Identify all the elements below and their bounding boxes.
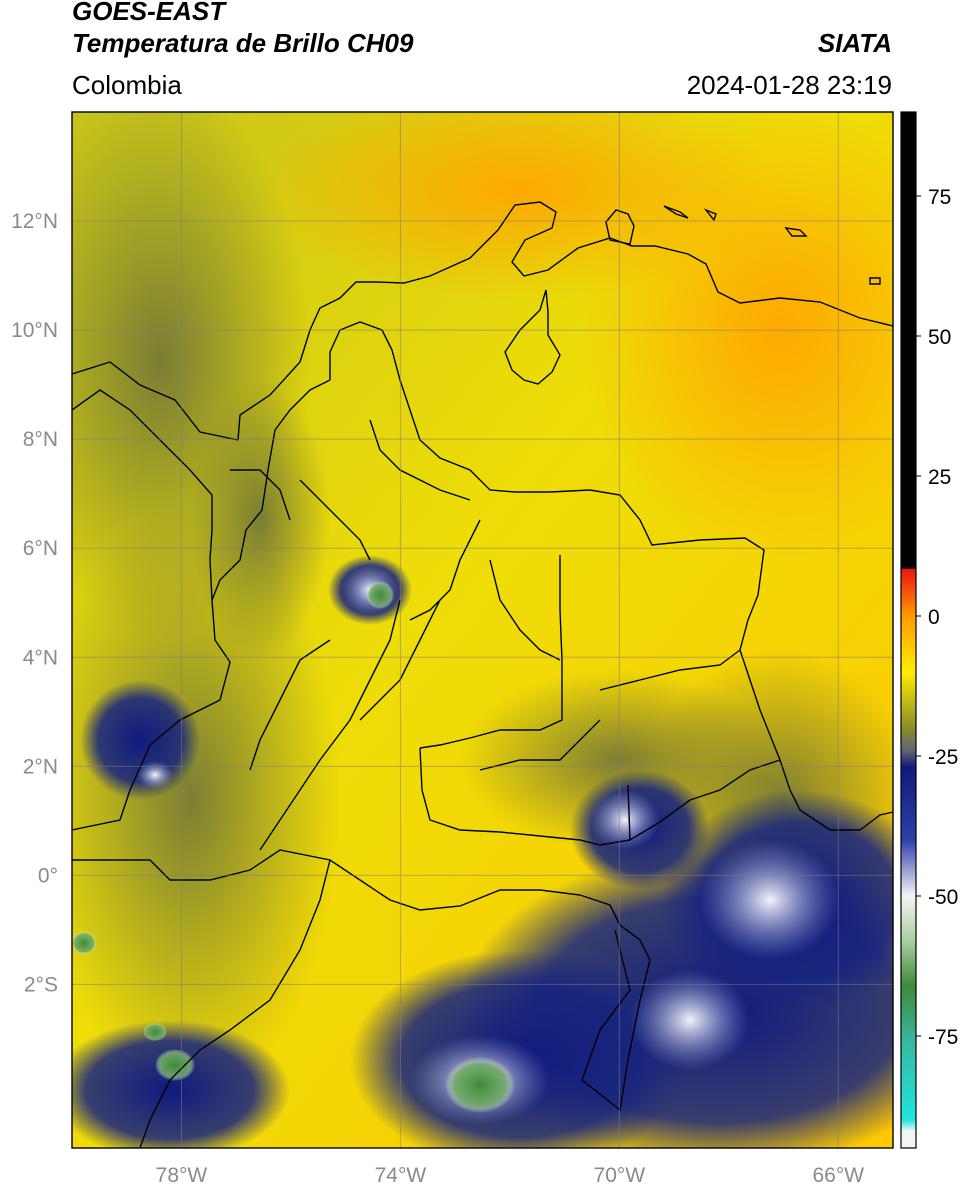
brand-label: SIATA: [817, 28, 892, 58]
latitude-labels: 12°N 10°N 8°N 6°N 4°N 2°N 0° 2°S: [11, 210, 58, 996]
region-label: Colombia: [72, 70, 182, 100]
longitude-tick-label: 70°W: [594, 1164, 646, 1187]
colorbar: 75 50 25 0 -25 -50 -75: [900, 111, 958, 1149]
colorbar-tick-label: -75: [928, 1026, 958, 1049]
colorbar-frame: [900, 111, 917, 1149]
colorbar-tick-label: 0: [928, 606, 940, 629]
satellite-image: [72, 112, 893, 1148]
title-line1: GOES-EAST: [72, 0, 226, 26]
colorbar-tick-label: 50: [928, 326, 951, 349]
colorbar-tick-label: -50: [928, 886, 958, 909]
latitude-tick-label: 6°N: [23, 537, 58, 560]
latitude-tick-label: 8°N: [23, 428, 58, 451]
latitude-tick-label: 12°N: [11, 210, 58, 233]
colorbar-gradient: [901, 112, 916, 1148]
longitude-labels: 78°W 74°W 70°W 66°W: [156, 1164, 865, 1187]
longitude-tick-label: 74°W: [375, 1164, 427, 1187]
latitude-tick-label: 4°N: [23, 646, 58, 669]
timestamp: 2024-01-28 23:19: [686, 70, 892, 100]
colorbar-tick-label: 75: [928, 186, 951, 209]
colorbar-tick-label: -25: [928, 746, 958, 769]
colorbar-tick-label: 25: [928, 466, 951, 489]
latitude-tick-label: 2°N: [23, 755, 58, 778]
graticule: [72, 112, 893, 1148]
map-frame: [71, 111, 894, 1149]
latitude-tick-label: 10°N: [11, 319, 58, 342]
longitude-tick-label: 66°W: [812, 1164, 864, 1187]
longitude-tick-label: 78°W: [156, 1164, 208, 1187]
title-line2: Temperatura de Brillo CH09: [72, 28, 414, 58]
latitude-tick-label: 2°S: [24, 973, 58, 996]
latitude-tick-label: 0°: [38, 864, 58, 887]
